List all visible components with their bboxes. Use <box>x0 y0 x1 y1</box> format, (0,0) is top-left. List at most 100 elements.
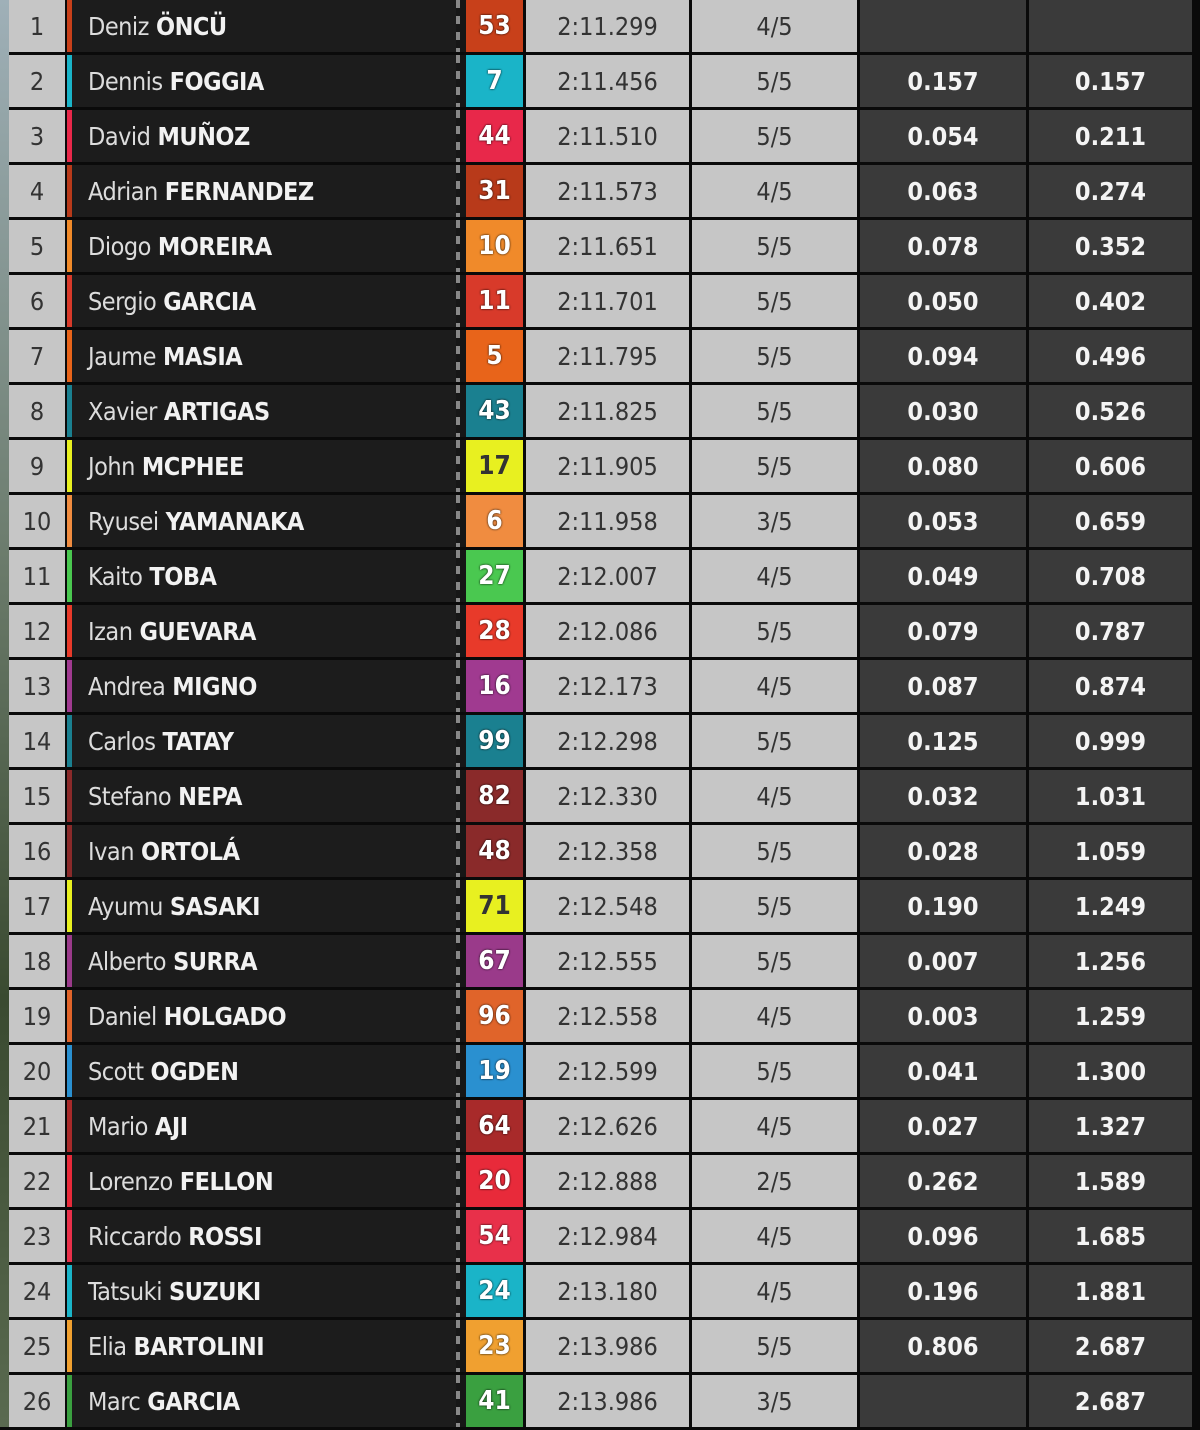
rider-first-name: Adrian <box>88 176 158 206</box>
table-row[interactable]: 16 Ivan ORTOLÁ 48 2:12.358 5/5 0.028 1.05… <box>9 825 1200 877</box>
checkered-flag-strip <box>456 715 466 767</box>
laps-cell: 5/5 <box>692 605 857 657</box>
rider-last-name: MOREIRA <box>157 231 272 261</box>
table-row[interactable]: 19 Daniel HOLGADO 96 2:12.558 4/5 0.003 1… <box>9 990 1200 1042</box>
rider-last-name: MUÑOZ <box>157 121 250 151</box>
laps-cell: 3/5 <box>692 495 857 547</box>
table-row[interactable]: 2 Dennis FOGGIA 7 2:11.456 5/5 0.157 0.15… <box>9 55 1200 107</box>
table-row[interactable]: 6 Sergio GARCIA 11 2:11.701 5/5 0.050 0.4… <box>9 275 1200 327</box>
gap-leader-cell: 0.708 <box>1029 550 1192 602</box>
checkered-flag-strip <box>456 0 466 52</box>
laps-cell: 5/5 <box>692 825 857 877</box>
team-color-stripe <box>67 110 72 162</box>
table-row[interactable]: 8 Xavier ARTIGAS 43 2:11.825 5/5 0.030 0.… <box>9 385 1200 437</box>
gap-leader-cell: 1.031 <box>1029 770 1192 822</box>
table-row[interactable]: 17 Ayumu SASAKI 71 2:12.548 5/5 0.190 1.2… <box>9 880 1200 932</box>
table-row[interactable]: 20 Scott OGDEN 19 2:12.599 5/5 0.041 1.30… <box>9 1045 1200 1097</box>
table-row[interactable]: 15 Stefano NEPA 82 2:12.330 4/5 0.032 1.0… <box>9 770 1200 822</box>
table-row[interactable]: 22 Lorenzo FELLON 20 2:12.888 2/5 0.262 1… <box>9 1155 1200 1207</box>
table-row[interactable]: 24 Tatsuki SUZUKI 24 2:13.180 4/5 0.196 1… <box>9 1265 1200 1317</box>
gap-leader-cell: 0.999 <box>1029 715 1192 767</box>
position-cell: 22 <box>9 1155 65 1207</box>
rider-last-name: AJI <box>154 1111 188 1141</box>
rider-number-badge: 54 <box>466 1210 523 1262</box>
table-row[interactable]: 10 Ryusei YAMANAKA 6 2:11.958 3/5 0.053 0… <box>9 495 1200 547</box>
position-cell: 12 <box>9 605 65 657</box>
table-row[interactable]: 11 Kaito TOBA 27 2:12.007 4/5 0.049 0.708 <box>9 550 1200 602</box>
laps-cell: 5/5 <box>692 220 857 272</box>
table-row[interactable]: 26 Marc GARCIA 41 2:13.986 3/5 2.687 <box>9 1375 1200 1427</box>
rider-name: David MUÑOZ <box>72 110 456 162</box>
rider-name: Riccardo ROSSI <box>72 1210 456 1262</box>
table-row[interactable]: 21 Mario AJI 64 2:12.626 4/5 0.027 1.327 <box>9 1100 1200 1152</box>
laps-cell: 5/5 <box>692 440 857 492</box>
checkered-flag-strip <box>456 110 466 162</box>
table-row[interactable]: 1 Deniz ÖNCÜ 53 2:11.299 4/5 <box>9 0 1200 52</box>
checkered-flag-strip <box>456 385 466 437</box>
checkered-flag-strip <box>456 275 466 327</box>
table-row[interactable]: 23 Riccardo ROSSI 54 2:12.984 4/5 0.096 1… <box>9 1210 1200 1262</box>
position-cell: 25 <box>9 1320 65 1372</box>
position-cell: 24 <box>9 1265 65 1317</box>
lap-time-cell: 2:13.986 <box>526 1375 689 1427</box>
table-row[interactable]: 14 Carlos TATAY 99 2:12.298 5/5 0.125 0.9… <box>9 715 1200 767</box>
laps-cell: 4/5 <box>692 0 857 52</box>
rider-name: Dennis FOGGIA <box>72 55 456 107</box>
rider-last-name: OGDEN <box>150 1056 239 1086</box>
rider-number-badge: 67 <box>466 935 523 987</box>
rider-first-name: Scott <box>88 1056 144 1086</box>
table-row[interactable]: 7 Jaume MASIA 5 2:11.795 5/5 0.094 0.496 <box>9 330 1200 382</box>
gap-previous-cell: 0.096 <box>860 1210 1026 1262</box>
rider-first-name: Ivan <box>88 836 134 866</box>
team-color-stripe <box>67 605 72 657</box>
checkered-flag-strip <box>456 1210 466 1262</box>
checkered-flag-strip <box>456 495 466 547</box>
rider-first-name: Diogo <box>88 231 151 261</box>
position-cell: 20 <box>9 1045 65 1097</box>
table-row[interactable]: 9 John MCPHEE 17 2:11.905 5/5 0.080 0.606 <box>9 440 1200 492</box>
table-row[interactable]: 4 Adrian FERNANDEZ 31 2:11.573 4/5 0.063 … <box>9 165 1200 217</box>
rider-first-name: Kaito <box>88 561 143 591</box>
rider-last-name: SASAKI <box>169 891 261 921</box>
table-row[interactable]: 5 Diogo MOREIRA 10 2:11.651 5/5 0.078 0.3… <box>9 220 1200 272</box>
table-row[interactable]: 12 Izan GUEVARA 28 2:12.086 5/5 0.079 0.7… <box>9 605 1200 657</box>
background-edge <box>0 0 9 1427</box>
gap-previous-cell: 0.053 <box>860 495 1026 547</box>
rider-first-name: Riccardo <box>88 1221 182 1251</box>
rider-name: Alberto SURRA <box>72 935 456 987</box>
rider-name: Adrian FERNANDEZ <box>72 165 456 217</box>
gap-previous-cell: 0.087 <box>860 660 1026 712</box>
position-cell: 11 <box>9 550 65 602</box>
rider-last-name: GUEVARA <box>139 616 256 646</box>
team-color-stripe <box>67 440 72 492</box>
rider-name: John MCPHEE <box>72 440 456 492</box>
team-color-stripe <box>67 385 72 437</box>
lap-time-cell: 2:11.701 <box>526 275 689 327</box>
gap-previous-cell: 0.196 <box>860 1265 1026 1317</box>
laps-cell: 5/5 <box>692 715 857 767</box>
rider-first-name: Daniel <box>88 1001 157 1031</box>
rider-first-name: Mario <box>88 1111 148 1141</box>
lap-time-cell: 2:12.007 <box>526 550 689 602</box>
gap-leader-cell: 0.402 <box>1029 275 1192 327</box>
position-cell: 23 <box>9 1210 65 1262</box>
gap-leader-cell: 0.157 <box>1029 55 1192 107</box>
rider-last-name: TATAY <box>162 726 234 756</box>
gap-leader-cell: 2.687 <box>1029 1320 1192 1372</box>
table-row[interactable]: 18 Alberto SURRA 67 2:12.555 5/5 0.007 1.… <box>9 935 1200 987</box>
rider-first-name: Alberto <box>88 946 167 976</box>
laps-cell: 5/5 <box>692 880 857 932</box>
rider-first-name: Ayumu <box>88 891 163 921</box>
table-row[interactable]: 25 Elia BARTOLINI 23 2:13.986 5/5 0.806 2… <box>9 1320 1200 1372</box>
gap-previous-cell: 0.050 <box>860 275 1026 327</box>
rider-name: Carlos TATAY <box>72 715 456 767</box>
gap-leader-cell: 0.274 <box>1029 165 1192 217</box>
rider-name: Jaume MASIA <box>72 330 456 382</box>
table-row[interactable]: 3 David MUÑOZ 44 2:11.510 5/5 0.054 0.211 <box>9 110 1200 162</box>
team-color-stripe <box>67 1045 72 1097</box>
gap-leader-cell <box>1029 0 1192 52</box>
position-cell: 7 <box>9 330 65 382</box>
table-row[interactable]: 13 Andrea MIGNO 16 2:12.173 4/5 0.087 0.8… <box>9 660 1200 712</box>
rider-name: Ivan ORTOLÁ <box>72 825 456 877</box>
checkered-flag-strip <box>456 990 466 1042</box>
